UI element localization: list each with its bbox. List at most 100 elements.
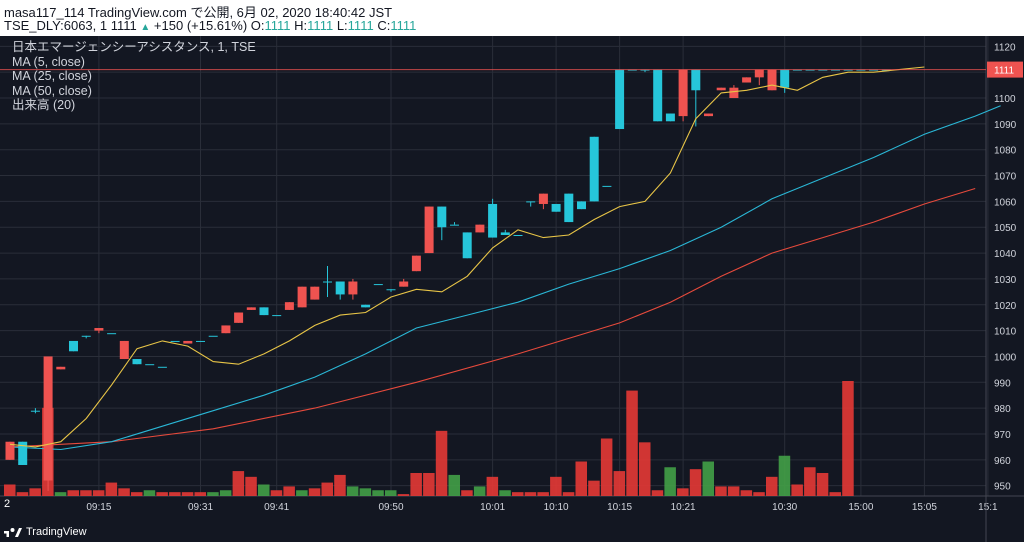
ma25-line — [9, 105, 1001, 451]
candle-body — [742, 77, 752, 83]
legend-volume[interactable]: 出来高 (20) — [12, 98, 76, 112]
tradingview-brand[interactable]: TradingView — [4, 526, 87, 538]
chart-legend: 日本エマージェンシーアシスタンス, 1, TSE MA (5, close) M… — [12, 40, 256, 113]
volume-bar — [397, 494, 410, 496]
volume-bar — [778, 455, 791, 496]
volume-bar — [575, 461, 587, 496]
y-tick-label: 1050 — [994, 223, 1017, 234]
candle-body — [310, 286, 320, 300]
x-tick-label: 15:1 — [978, 502, 998, 513]
volume-bar — [689, 469, 702, 496]
y-tick-label: 1120 — [994, 42, 1016, 53]
candle-body — [411, 255, 421, 272]
volume-bar — [29, 488, 41, 496]
candle-body — [18, 441, 28, 465]
volume-bar — [753, 492, 765, 496]
symbol-info-row: TSE_DLY:6063, 1 1111 ▲ +150 (+15.61%) O:… — [4, 18, 416, 33]
symbol-label[interactable]: TSE_DLY:6063, 1 — [4, 18, 108, 33]
volume-bar — [588, 480, 600, 496]
y-tick-label: 970 — [994, 430, 1011, 441]
y-tick-label: 1040 — [994, 249, 1017, 260]
x-tick-label: 10:30 — [772, 502, 797, 513]
volume-bar — [423, 473, 435, 496]
volume-bar — [512, 492, 524, 496]
x-tick-label: 10:01 — [480, 502, 505, 513]
volume-bar — [766, 476, 778, 496]
volume-bar — [334, 474, 346, 496]
volume-bar — [804, 467, 816, 496]
volume-bar — [80, 490, 92, 496]
candle-body — [564, 193, 574, 223]
volume-bar — [740, 490, 753, 496]
candle-body — [615, 69, 625, 130]
volume-bar — [600, 438, 613, 496]
candle-body — [577, 201, 586, 210]
volume-bar — [346, 486, 359, 496]
candle-body — [5, 441, 15, 460]
candle-body — [107, 333, 117, 335]
legend-ma25[interactable]: MA (25, close) — [12, 69, 92, 83]
volume-bar — [156, 492, 168, 496]
candle-body — [259, 307, 269, 316]
volume-bar — [639, 442, 651, 496]
volume-bar — [118, 488, 130, 496]
y-tick-label: 1080 — [994, 146, 1017, 157]
volume-bar — [181, 492, 194, 496]
candle-body — [399, 281, 409, 287]
candle-body — [284, 302, 294, 310]
legend-title[interactable]: 日本エマージェンシーアシスタンス, 1, TSE — [12, 40, 256, 54]
volume-bar — [816, 473, 829, 496]
price-chart[interactable]: 950 960 970 980 990 1000 1010 1020 1030 1040 1050 1… — [0, 36, 1024, 542]
low-label: L: — [336, 18, 348, 33]
last-price: 1111 — [110, 18, 137, 33]
close-value: 1111 — [390, 18, 417, 33]
volume-bar — [219, 490, 232, 496]
x-tick-label: 15:00 — [848, 502, 873, 513]
volume-bar — [143, 490, 156, 496]
volume-bar — [677, 488, 689, 496]
volume-bar — [232, 471, 245, 496]
volume-bar — [626, 390, 638, 496]
volume-bar — [359, 488, 372, 496]
legend-ma50[interactable]: MA (50, close) — [12, 83, 92, 98]
volume-bar — [169, 492, 181, 496]
candle-body — [653, 69, 663, 122]
candle-body — [526, 201, 536, 203]
volume-bar — [435, 430, 448, 496]
candle-body — [323, 281, 332, 283]
volume-bar — [308, 488, 321, 496]
volume-bar — [54, 492, 67, 496]
volume-bar — [105, 482, 118, 496]
tradingview-logo-icon — [4, 528, 22, 537]
volume-bar — [537, 492, 549, 496]
volume-bar — [524, 492, 537, 496]
legend-ma5[interactable]: MA (5, close) — [12, 54, 85, 69]
volume-bar — [131, 492, 143, 496]
candle-body — [234, 312, 244, 323]
axis-corner-label: 2 — [4, 498, 11, 510]
candle-body — [183, 340, 193, 344]
volume-bar — [550, 476, 562, 496]
brand-text: TradingView — [26, 526, 87, 538]
high-value: 1111 — [307, 18, 334, 33]
volume-bar — [727, 486, 740, 496]
candle-body — [157, 366, 167, 368]
candle-body — [335, 281, 345, 295]
last-price-tag — [987, 61, 1023, 78]
volume-bar — [270, 490, 283, 496]
volume-bar — [664, 467, 676, 496]
candle-body — [30, 410, 40, 412]
volume-bar — [92, 490, 105, 496]
x-tick-label: 10:10 — [544, 502, 569, 513]
volume-bar — [499, 490, 511, 496]
header-bar: masa117_114 TradingView.com で公開, 6月 02, … — [0, 0, 1024, 36]
candle-body — [678, 69, 688, 117]
y-tick-label: 1000 — [994, 352, 1017, 363]
volume-bar — [194, 492, 206, 496]
candle-body — [589, 136, 599, 202]
volume-bar — [372, 490, 384, 496]
open-value: 1111 — [264, 18, 291, 33]
volume-bar — [207, 492, 219, 496]
volume-bar — [613, 471, 626, 496]
candle-body — [56, 366, 66, 370]
